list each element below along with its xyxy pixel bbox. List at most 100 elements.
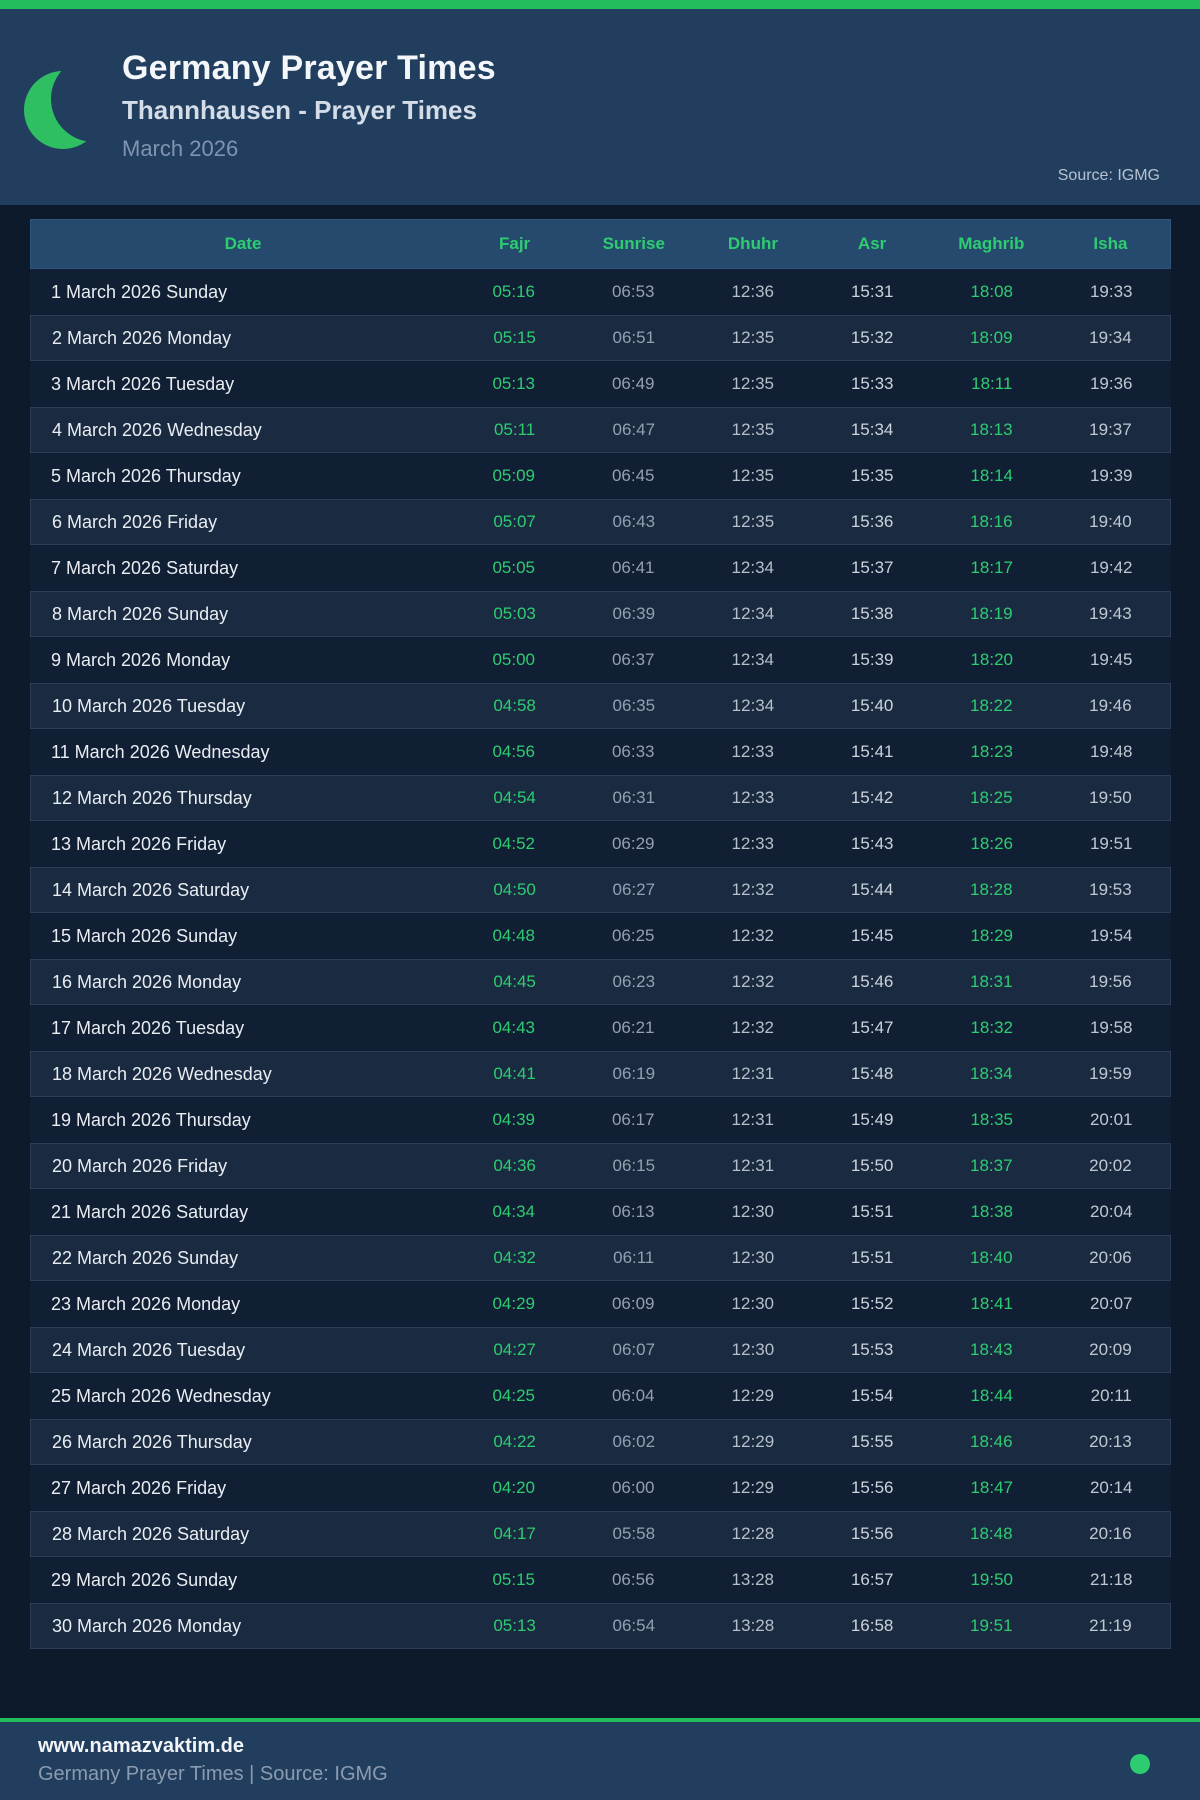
- dhuhr-cell: 12:35: [731, 328, 775, 347]
- sunrise-cell: 06:51: [612, 328, 656, 347]
- page-header: Germany Prayer Times Thannhausen - Praye…: [0, 9, 1200, 205]
- sunrise-cell: 06:23: [612, 972, 656, 991]
- asr-cell: 15:52: [850, 1294, 894, 1313]
- asr-cell: 15:55: [850, 1432, 894, 1451]
- fajr-cell: 04:54: [493, 788, 536, 807]
- maghrib-cell: 18:34: [970, 1064, 1013, 1083]
- asr-cell: 15:47: [850, 1018, 894, 1037]
- dhuhr-cell: 12:31: [731, 1064, 775, 1083]
- date-cell: 5 March 2026 Thursday: [51, 465, 241, 486]
- table-row: 5 March 2026 Thursday 05:09 06:45 12:35 15:3…: [30, 453, 1171, 499]
- date-cell: 23 March 2026 Monday: [51, 1293, 241, 1314]
- sunrise-cell: 06:29: [611, 834, 655, 853]
- asr-cell: 15:44: [850, 880, 894, 899]
- fajr-cell: 04:48: [492, 926, 536, 945]
- fajr-cell: 05:11: [493, 420, 536, 439]
- footer-accent-line: [0, 1718, 1200, 1722]
- crescent-moon-icon: [24, 56, 137, 157]
- asr-cell: 15:41: [850, 742, 894, 761]
- isha-cell: 19:39: [1089, 466, 1133, 485]
- dhuhr-cell: 12:33: [731, 788, 775, 807]
- table-row: 19 March 2026 Thursday 04:39 06:17 12:31 15:…: [30, 1097, 1171, 1143]
- isha-cell: 20:16: [1089, 1524, 1132, 1543]
- prayer-times-table: Date Fajr Sunrise Dhuhr Asr Maghrib Isha 1 Mar…: [30, 219, 1171, 1649]
- dhuhr-cell: 12:32: [731, 926, 775, 945]
- asr-cell: 16:58: [850, 1616, 894, 1635]
- sunrise-cell: 06:00: [611, 1478, 655, 1497]
- sunrise-cell: 06:11: [613, 1248, 655, 1267]
- table-row: 15 March 2026 Sunday 04:48 06:25 12:32 15:45…: [30, 913, 1171, 959]
- date-cell: 7 March 2026 Saturday: [51, 557, 239, 578]
- table-row: 13 March 2026 Friday 04:52 06:29 12:33 15:43…: [30, 821, 1171, 867]
- maghrib-cell: 18:19: [970, 604, 1013, 623]
- date-cell: 4 March 2026 Wednesday: [52, 419, 262, 440]
- isha-cell: 19:50: [1089, 788, 1132, 807]
- sunrise-cell: 06:19: [612, 1064, 656, 1083]
- asr-cell: 15:56: [850, 1478, 894, 1497]
- column-header-date: Date: [224, 234, 262, 253]
- sunrise-cell: 06:27: [612, 880, 656, 899]
- table-row: 21 March 2026 Saturday 04:34 06:13 12:30 15:…: [30, 1189, 1171, 1235]
- maghrib-cell: 18:29: [970, 926, 1014, 945]
- dhuhr-cell: 12:32: [731, 880, 775, 899]
- table-row: 29 March 2026 Sunday 05:15 06:56 13:28 16:57…: [30, 1557, 1171, 1603]
- maghrib-cell: 18:48: [970, 1524, 1013, 1543]
- isha-cell: 19:53: [1089, 880, 1132, 899]
- table-row: 14 March 2026 Saturday 04:50 06:27 12:32 15:…: [30, 867, 1171, 913]
- date-cell: 17 March 2026 Tuesday: [51, 1017, 245, 1038]
- asr-cell: 15:34: [850, 420, 894, 439]
- fajr-cell: 05:16: [492, 282, 536, 301]
- asr-cell: 15:33: [850, 374, 894, 393]
- table-row: 20 March 2026 Friday 04:36 06:15 12:31 15:50…: [30, 1143, 1171, 1189]
- date-cell: 25 March 2026 Wednesday: [51, 1385, 271, 1406]
- dhuhr-cell: 12:31: [731, 1156, 775, 1175]
- fajr-cell: 05:13: [493, 1616, 536, 1635]
- fajr-cell: 05:15: [493, 328, 536, 347]
- isha-cell: 20:09: [1089, 1340, 1132, 1359]
- date-cell: 11 March 2026 Wednesday: [51, 741, 270, 762]
- sunrise-cell: 06:39: [612, 604, 656, 623]
- dhuhr-cell: 13:28: [731, 1570, 775, 1589]
- crescent-moon-svg: [24, 56, 137, 149]
- column-header-asr: Asr: [857, 234, 887, 253]
- dhuhr-cell: 12:29: [731, 1432, 775, 1451]
- date-cell: 18 March 2026 Wednesday: [52, 1063, 272, 1084]
- maghrib-cell: 18:13: [970, 420, 1013, 439]
- asr-cell: 15:51: [850, 1248, 894, 1267]
- footer-website: www.namazvaktim.de: [38, 1735, 244, 1757]
- table-row: 11 March 2026 Wednesday 04:56 06:33 12:33 15…: [30, 729, 1171, 775]
- dhuhr-cell: 12:32: [731, 972, 775, 991]
- maghrib-cell: 18:16: [970, 512, 1013, 531]
- table-row: 26 March 2026 Thursday 04:22 06:02 12:29 15:…: [30, 1419, 1171, 1465]
- isha-cell: 20:01: [1089, 1110, 1133, 1129]
- dhuhr-cell: 13:28: [731, 1616, 775, 1635]
- main-content: Date Fajr Sunrise Dhuhr Asr Maghrib Isha 1 Mar…: [0, 205, 1200, 1718]
- header-titles: Germany Prayer Times Thannhausen - Praye…: [122, 49, 496, 161]
- isha-cell: 19:48: [1089, 742, 1133, 761]
- sunrise-cell: 06:45: [611, 466, 655, 485]
- table-row: 24 March 2026 Tuesday 04:27 06:07 12:30 15:5…: [30, 1327, 1171, 1373]
- dhuhr-cell: 12:34: [731, 696, 775, 715]
- isha-cell: 20:13: [1089, 1432, 1132, 1451]
- date-cell: 6 March 2026 Friday: [52, 511, 218, 532]
- date-cell: 3 March 2026 Tuesday: [51, 373, 235, 394]
- dhuhr-cell: 12:34: [731, 604, 775, 623]
- date-cell: 9 March 2026 Monday: [51, 649, 231, 670]
- isha-cell: 20:11: [1090, 1386, 1132, 1405]
- page-title: Germany Prayer Times: [122, 49, 496, 87]
- maghrib-cell: 18:08: [970, 282, 1014, 301]
- column-header-fajr: Fajr: [498, 234, 531, 253]
- dhuhr-cell: 12:35: [731, 374, 775, 393]
- table-row: 18 March 2026 Wednesday 04:41 06:19 12:31 15…: [30, 1051, 1171, 1097]
- fajr-cell: 05:09: [492, 466, 536, 485]
- fajr-cell: 04:56: [492, 742, 536, 761]
- isha-cell: 19:59: [1089, 1064, 1132, 1083]
- isha-cell: 19:43: [1089, 604, 1132, 623]
- maghrib-cell: 18:22: [970, 696, 1013, 715]
- date-cell: 8 March 2026 Sunday: [52, 603, 229, 624]
- sunrise-cell: 06:37: [611, 650, 655, 669]
- isha-cell: 19:46: [1089, 696, 1132, 715]
- table-row: 28 March 2026 Saturday 04:17 05:58 12:28 15:…: [30, 1511, 1171, 1557]
- table-row: 9 March 2026 Monday 05:00 06:37 12:34 15:39 1…: [30, 637, 1171, 683]
